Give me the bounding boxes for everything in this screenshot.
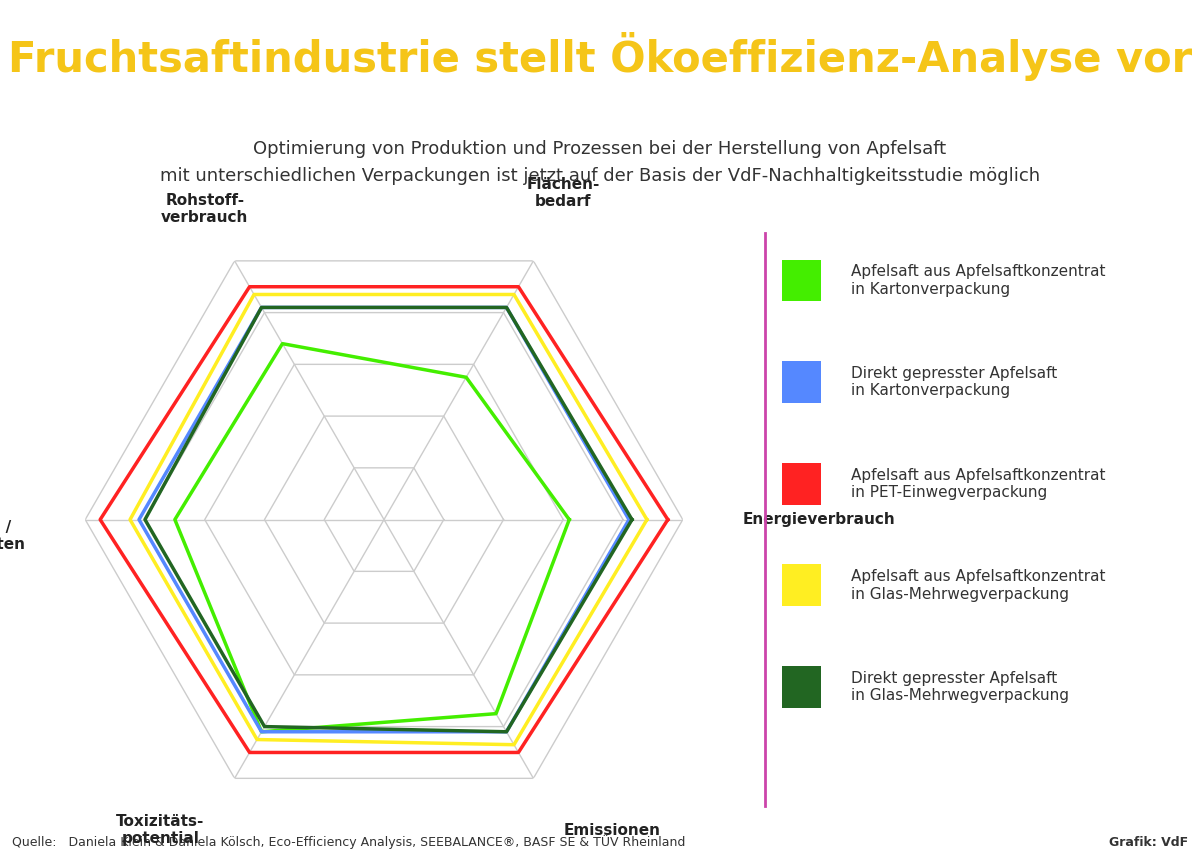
Text: Arbeitsunfälle /
Berufskrankheiten: Arbeitsunfälle / Berufskrankheiten [0,520,25,552]
Bar [782,462,821,505]
Text: Grafik: VdF: Grafik: VdF [1109,836,1188,849]
Bar [782,260,821,301]
Bar [782,361,821,403]
Text: Fruchtsaftindustrie stellt Ökoeffizienz-Analyse vor: Fruchtsaftindustrie stellt Ökoeffizienz-… [8,32,1192,81]
Text: Flächen-
bedarf: Flächen- bedarf [527,177,600,209]
Text: Energieverbrauch: Energieverbrauch [743,512,895,527]
Text: Emissionen: Emissionen [563,823,660,837]
Text: Optimierung von Produktion und Prozessen bei der Herstellung von Apfelsaft
mit u: Optimierung von Produktion und Prozessen… [160,140,1040,184]
Text: Rohstoff-
verbrauch: Rohstoff- verbrauch [161,193,248,225]
Text: Apfelsaft aus Apfelsaftkonzentrat
in Kartonverpackung: Apfelsaft aus Apfelsaftkonzentrat in Kar… [851,264,1105,297]
Bar [782,666,821,708]
Bar [782,565,821,606]
Text: Apfelsaft aus Apfelsaftkonzentrat
in Glas-Mehrwegverpackung: Apfelsaft aus Apfelsaftkonzentrat in Gla… [851,569,1105,602]
Text: Toxizitäts-
potential: Toxizitäts- potential [116,814,205,846]
Text: Apfelsaft aus Apfelsaftkonzentrat
in PET-Einwegverpackung: Apfelsaft aus Apfelsaftkonzentrat in PET… [851,468,1105,500]
Text: Quelle:   Daniela Klein & Daniela Kölsch, Eco-Efficiency Analysis, SEEBALANCE®, : Quelle: Daniela Klein & Daniela Kölsch, … [12,835,685,850]
Text: Direkt gepresster Apfelsaft
in Kartonverpackung: Direkt gepresster Apfelsaft in Kartonver… [851,366,1057,398]
Text: Direkt gepresster Apfelsaft
in Glas-Mehrwegverpackung: Direkt gepresster Apfelsaft in Glas-Mehr… [851,670,1069,703]
